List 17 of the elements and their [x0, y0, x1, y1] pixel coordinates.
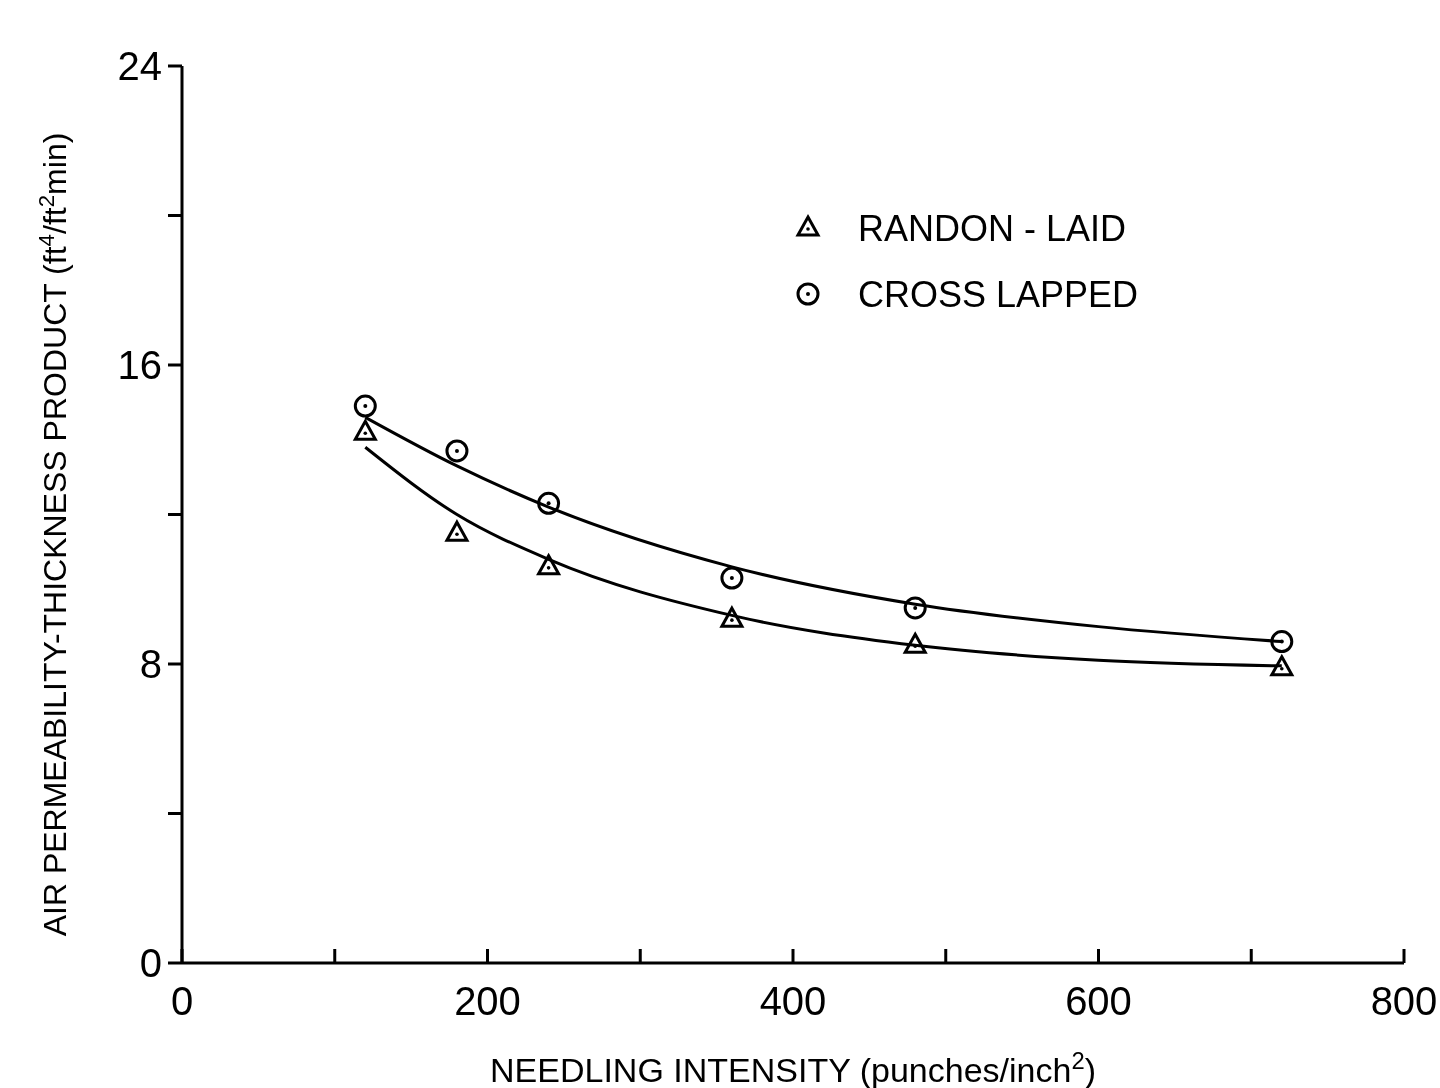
x-tick-label: 600 [1065, 979, 1132, 1023]
y-tick-label: 24 [117, 44, 162, 88]
x-tick-label: 200 [454, 979, 521, 1023]
y-tick-label: 0 [139, 941, 162, 985]
legend-label: RANDON - LAID [858, 208, 1127, 249]
point [1270, 655, 1294, 677]
point [537, 554, 561, 576]
x-tick-label: 0 [170, 979, 194, 1023]
x-tick-label: 400 [759, 979, 827, 1023]
y-tick-label: 16 [117, 343, 162, 387]
point [445, 520, 469, 542]
point [720, 566, 744, 590]
x-tick-label: 800 [1370, 979, 1438, 1023]
y-tick-label: 8 [139, 642, 162, 686]
point [353, 394, 377, 418]
legend-label: CROSS LAPPED [858, 274, 1139, 315]
point [445, 439, 469, 463]
